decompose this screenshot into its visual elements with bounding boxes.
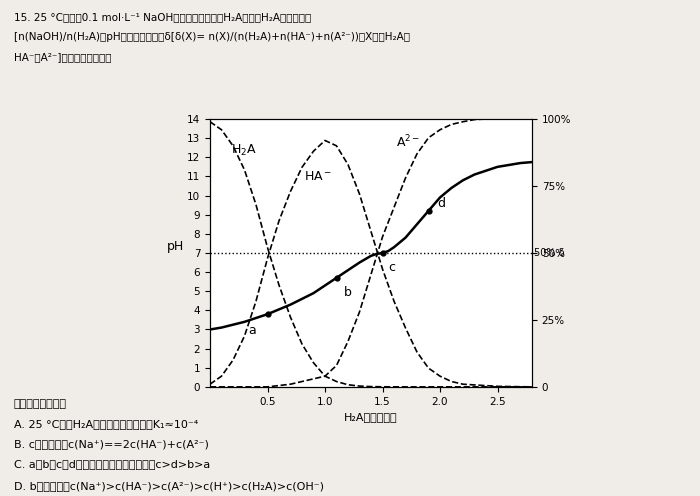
Text: $\mathrm{A^{2-}}$: $\mathrm{A^{2-}}$ (396, 134, 421, 151)
Text: B. c点溶液中：c(Na⁺)==2c(HA⁻)+c(A²⁻): B. c点溶液中：c(Na⁺)==2c(HA⁻)+c(A²⁻) (14, 439, 209, 449)
Text: $\mathrm{H_2A}$: $\mathrm{H_2A}$ (231, 142, 257, 158)
Text: 15. 25 °C时，用0.1 mol·L⁻¹ NaOH溶液滴定同浓度的H₂A溶液，H₂A被滴定分数: 15. 25 °C时，用0.1 mol·L⁻¹ NaOH溶液滴定同浓度的H₂A溶… (14, 12, 312, 22)
X-axis label: H₂A被滴定分数: H₂A被滴定分数 (344, 412, 398, 422)
Text: A. 25 °C时，H₂A第一步电离平衡常数K₁≈10⁻⁴: A. 25 °C时，H₂A第一步电离平衡常数K₁≈10⁻⁴ (14, 419, 198, 429)
Text: C. a、b、c、d四点溶液中水的电离程度：c>d>b>a: C. a、b、c、d四点溶液中水的电离程度：c>d>b>a (14, 459, 210, 469)
Text: D. b点溶液中：c(Na⁺)>c(HA⁻)>c(A²⁻)>c(H⁺)>c(H₂A)>c(OH⁻): D. b点溶液中：c(Na⁺)>c(HA⁻)>c(A²⁻)>c(H⁺)>c(H₂… (14, 481, 324, 491)
Text: HA⁻或A²⁻]的关系如图所示：: HA⁻或A²⁻]的关系如图所示： (14, 52, 111, 62)
Text: b: b (344, 286, 351, 299)
Text: 下列说法错误的是: 下列说法错误的是 (14, 399, 67, 409)
Text: [n(NaOH)/n(H₂A)，pH及微粒分布分数δ[δ(X)= n(X)/(n(H₂A)+n(HA⁻)+n(A²⁻))，X表示H₂A、: [n(NaOH)/n(H₂A)，pH及微粒分布分数δ[δ(X)= n(X)/(n… (14, 32, 410, 42)
Text: $\mathrm{HA^-}$: $\mathrm{HA^-}$ (304, 170, 332, 183)
Y-axis label: pH: pH (167, 240, 185, 253)
Text: 50% δ: 50% δ (534, 248, 565, 258)
Text: c: c (388, 261, 395, 274)
Text: d: d (437, 197, 444, 210)
Text: a: a (248, 323, 256, 337)
